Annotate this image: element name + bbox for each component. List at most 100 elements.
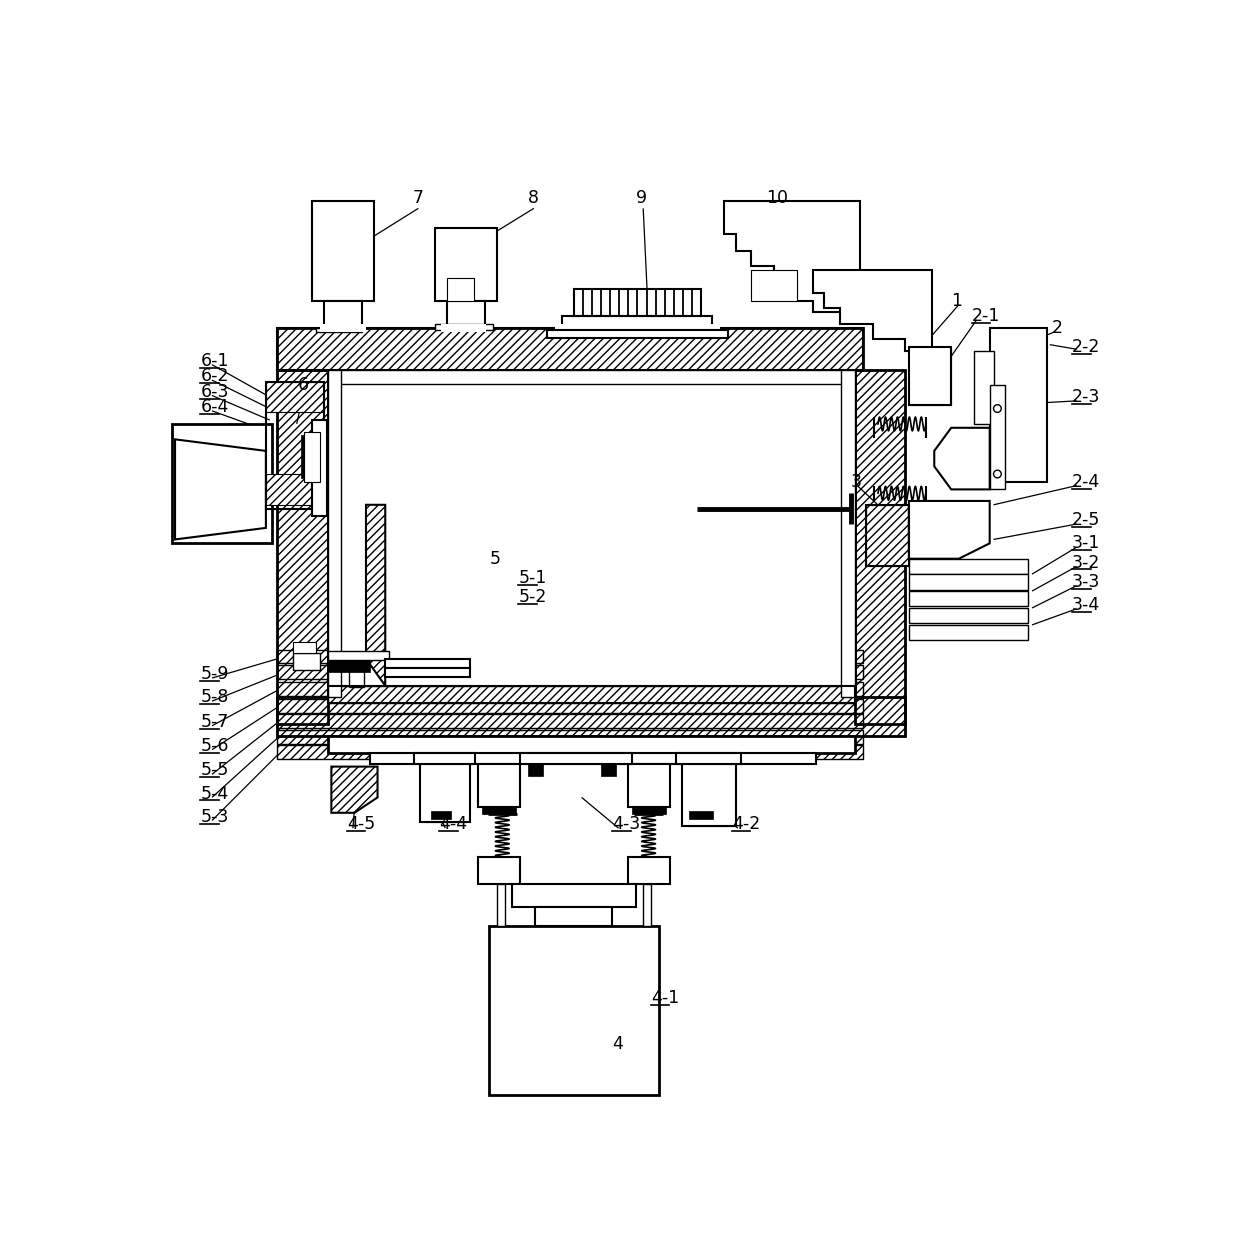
Bar <box>512 884 635 907</box>
Text: 5-9: 5-9 <box>201 665 229 683</box>
Bar <box>327 735 854 753</box>
Text: 8: 8 <box>528 190 538 207</box>
Bar <box>490 926 658 1096</box>
Bar <box>975 351 993 424</box>
Bar <box>278 729 863 743</box>
Bar <box>627 764 670 807</box>
Bar <box>278 370 327 724</box>
Bar <box>265 382 324 413</box>
Bar <box>370 753 816 764</box>
Bar <box>278 745 863 759</box>
Bar <box>327 685 854 703</box>
Text: 6: 6 <box>299 376 309 394</box>
Bar <box>316 328 362 331</box>
Bar <box>563 316 713 330</box>
Text: 2-4: 2-4 <box>1073 473 1100 491</box>
Text: 2-5: 2-5 <box>1073 511 1100 530</box>
Bar <box>520 753 631 764</box>
Bar <box>432 811 450 820</box>
Text: 5-8: 5-8 <box>201 688 229 707</box>
Bar <box>278 681 863 695</box>
Text: 7: 7 <box>412 190 423 207</box>
Bar <box>300 435 320 478</box>
Bar <box>324 301 362 328</box>
Bar <box>278 328 863 370</box>
Bar <box>909 607 1028 624</box>
Text: 5-6: 5-6 <box>201 737 229 754</box>
Circle shape <box>993 404 1001 413</box>
Bar <box>350 671 365 686</box>
Bar <box>854 370 905 724</box>
Bar <box>304 432 320 482</box>
Bar <box>554 324 720 331</box>
Circle shape <box>993 471 1001 478</box>
Text: 6-2: 6-2 <box>201 368 229 385</box>
Text: 4-5: 4-5 <box>347 816 374 833</box>
Bar <box>327 660 370 671</box>
Bar <box>293 641 316 653</box>
Bar <box>497 884 505 926</box>
Bar <box>909 625 1028 640</box>
Text: 6-1: 6-1 <box>201 351 229 370</box>
Text: 5-2: 5-2 <box>518 589 547 606</box>
Bar <box>909 591 1028 606</box>
Bar <box>477 857 520 884</box>
Text: 3: 3 <box>851 473 862 491</box>
Bar <box>327 685 854 703</box>
Bar <box>547 330 728 338</box>
Text: 1: 1 <box>951 291 962 310</box>
Bar <box>320 324 366 331</box>
Bar <box>574 289 701 316</box>
Bar <box>420 764 470 822</box>
Bar <box>446 301 485 328</box>
Bar <box>278 370 327 724</box>
Text: 5: 5 <box>490 550 500 567</box>
Text: 9: 9 <box>635 190 646 207</box>
Text: 5-5: 5-5 <box>201 762 229 779</box>
Bar <box>435 324 494 330</box>
Text: 4-3: 4-3 <box>613 816 641 833</box>
Bar <box>278 698 905 735</box>
Bar <box>278 699 863 713</box>
Text: 6-4: 6-4 <box>201 398 229 415</box>
Text: 5-1: 5-1 <box>518 569 547 587</box>
Text: 2-3: 2-3 <box>1073 388 1100 407</box>
Text: 6-3: 6-3 <box>201 383 229 400</box>
Text: 2-1: 2-1 <box>972 307 1001 325</box>
Bar <box>990 385 1006 489</box>
Circle shape <box>368 663 373 668</box>
Bar <box>278 665 863 679</box>
Circle shape <box>362 663 367 668</box>
Text: 5-4: 5-4 <box>201 784 228 802</box>
Bar <box>278 665 863 679</box>
Bar <box>278 699 863 713</box>
Bar <box>386 668 470 678</box>
Text: 4-2: 4-2 <box>732 816 760 833</box>
Polygon shape <box>934 428 990 489</box>
Bar <box>477 764 520 807</box>
Bar <box>644 884 651 926</box>
Bar <box>867 505 909 566</box>
Circle shape <box>387 663 392 668</box>
Text: 3-1: 3-1 <box>1073 535 1100 552</box>
Bar <box>909 558 1028 574</box>
Polygon shape <box>366 505 386 685</box>
Bar <box>627 857 670 884</box>
Text: 10: 10 <box>766 190 789 207</box>
Bar <box>278 745 863 759</box>
Bar <box>909 346 951 404</box>
Bar <box>327 370 854 698</box>
Bar <box>278 729 863 743</box>
Bar <box>327 370 854 384</box>
Bar <box>278 650 863 664</box>
Bar <box>265 474 324 505</box>
Polygon shape <box>175 439 265 540</box>
Bar <box>909 574 1028 590</box>
Bar <box>278 650 863 664</box>
Bar <box>327 651 389 660</box>
Bar <box>684 764 734 826</box>
Bar <box>536 907 613 926</box>
Bar <box>327 370 341 698</box>
Bar <box>841 370 854 698</box>
Text: 4: 4 <box>613 1035 624 1053</box>
